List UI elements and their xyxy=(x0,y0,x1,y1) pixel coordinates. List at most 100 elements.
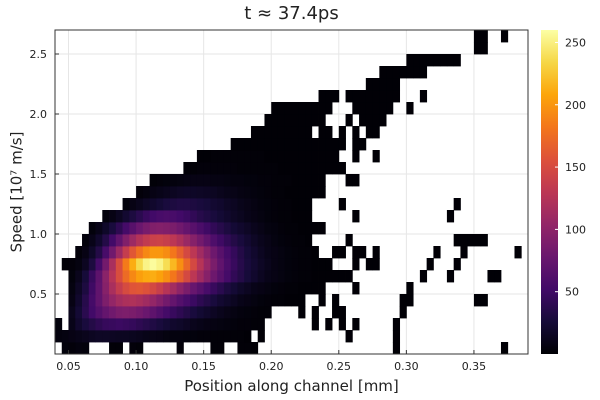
heatmap-cell xyxy=(237,318,245,331)
heatmap-cell xyxy=(311,162,319,175)
heatmap-cell xyxy=(250,150,259,163)
heatmap-cell xyxy=(75,306,83,319)
heatmap-cell xyxy=(196,246,205,259)
heatmap-cell xyxy=(136,258,144,271)
heatmap-cell xyxy=(379,102,387,115)
heatmap-cell xyxy=(372,102,380,115)
heatmap-cell xyxy=(284,258,292,271)
heatmap-cell xyxy=(163,282,171,295)
heatmap-cell xyxy=(55,330,63,343)
heatmap-cell xyxy=(318,90,326,103)
heatmap-cell xyxy=(142,306,150,319)
heatmap-cell xyxy=(237,162,245,175)
heatmap-cell xyxy=(203,222,211,235)
heatmap-cell xyxy=(223,246,232,259)
heatmap-cell xyxy=(196,330,205,343)
heatmap-cell xyxy=(196,306,205,319)
heatmap-cell xyxy=(230,210,238,223)
heatmap-cell xyxy=(264,258,272,271)
heatmap-cell xyxy=(318,174,326,187)
heatmap-cell xyxy=(271,198,279,211)
heatmap-cell xyxy=(82,270,90,283)
heatmap-cell xyxy=(494,270,502,283)
heatmap-cell xyxy=(210,330,218,343)
heatmap-cell xyxy=(305,162,313,175)
heatmap-cell xyxy=(169,282,178,295)
heatmap-cell xyxy=(149,318,157,331)
heatmap-cell xyxy=(291,102,299,115)
heatmap-cell xyxy=(264,282,272,295)
heatmap-cell xyxy=(136,222,144,235)
heatmap-cell xyxy=(298,246,306,259)
heatmap-cell xyxy=(311,138,319,151)
heatmap-cell xyxy=(237,306,245,319)
heatmap-cell xyxy=(379,78,387,91)
heatmap-cell xyxy=(122,330,130,343)
heatmap-cell xyxy=(149,174,157,187)
heatmap-cell xyxy=(338,318,346,331)
heatmap-cell xyxy=(325,318,333,331)
heatmap-cell xyxy=(230,282,238,295)
heatmap-cell xyxy=(406,66,414,79)
heatmap-cell xyxy=(372,126,380,139)
heatmap-cell xyxy=(298,162,306,175)
heatmap-cell xyxy=(163,198,171,211)
heatmap-cell xyxy=(196,198,205,211)
heatmap-cell xyxy=(88,306,96,319)
heatmap-cell xyxy=(156,330,164,343)
heatmap-cell xyxy=(250,234,259,247)
heatmap-cell xyxy=(95,234,103,247)
heatmap-cell xyxy=(109,210,117,223)
heatmap-cell xyxy=(223,306,232,319)
heatmap-cell xyxy=(223,174,232,187)
heatmap-cell xyxy=(332,294,340,307)
heatmap-cell xyxy=(210,234,218,247)
heatmap-cell xyxy=(210,150,218,163)
heatmap-cell xyxy=(305,222,313,235)
heatmap-cell xyxy=(88,246,96,259)
heatmap-cell xyxy=(183,246,191,259)
y-tick-label: 0.5 xyxy=(30,288,48,301)
heatmap-cell xyxy=(230,270,238,283)
heatmap-cell xyxy=(176,222,184,235)
heatmap-cell xyxy=(163,258,171,271)
heatmap-cell xyxy=(277,102,286,115)
heatmap-cell xyxy=(163,246,171,259)
x-tick-label: 0.30 xyxy=(394,360,419,373)
heatmap-cell xyxy=(338,126,346,139)
heatmap-cell xyxy=(379,90,387,103)
heatmap-cell xyxy=(196,210,205,223)
colorbar-tick-label: 250 xyxy=(565,36,586,49)
heatmap-cell xyxy=(102,294,110,307)
heatmap-cell xyxy=(129,306,137,319)
heatmap-cell xyxy=(271,210,279,223)
heatmap-cell xyxy=(122,222,130,235)
heatmap-cell xyxy=(305,150,313,163)
heatmap-cell xyxy=(271,114,279,127)
heatmap-cell xyxy=(365,78,373,91)
heatmap-cell xyxy=(156,186,164,199)
heatmap-cell xyxy=(406,294,414,307)
heatmap-cell xyxy=(271,150,279,163)
heatmap-cell xyxy=(88,234,96,247)
heatmap-cell xyxy=(277,174,286,187)
heatmap-cell xyxy=(271,270,279,283)
heatmap-cell xyxy=(102,246,110,259)
heatmap-cell xyxy=(244,234,252,247)
heatmap-cell xyxy=(284,210,292,223)
heatmap-cell xyxy=(169,234,178,247)
heatmap-cell xyxy=(82,246,90,259)
heatmap-cell xyxy=(196,270,205,283)
heatmap-cell xyxy=(176,318,184,331)
heatmap-cell xyxy=(109,330,117,343)
heatmap-cell xyxy=(129,258,137,271)
heatmap-cell xyxy=(473,30,482,43)
heatmap-cell xyxy=(176,306,184,319)
heatmap-cell xyxy=(122,234,130,247)
heatmap-cell xyxy=(223,186,232,199)
heatmap-cell xyxy=(244,162,252,175)
heatmap-cell xyxy=(109,294,117,307)
heatmap-cell xyxy=(176,282,184,295)
x-tick-label: 0.20 xyxy=(259,360,284,373)
heatmap-cell xyxy=(129,270,137,283)
